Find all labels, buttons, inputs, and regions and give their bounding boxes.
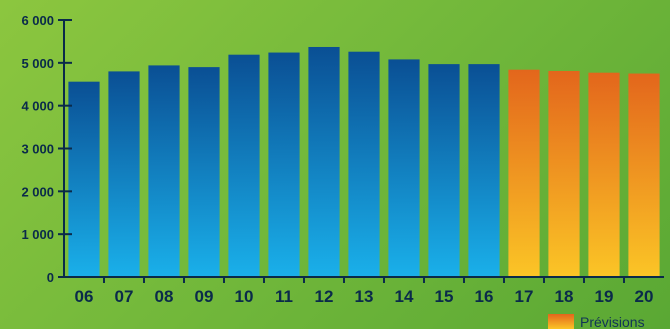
xtick-label-18: 18 — [555, 287, 574, 306]
bar-16 — [468, 64, 500, 278]
bar-19 — [588, 72, 620, 277]
bar-17 — [508, 69, 540, 277]
xtick-label-09: 09 — [195, 287, 214, 306]
ytick-label-0: 0 — [47, 270, 54, 285]
xtick-label-08: 08 — [155, 287, 174, 306]
xtick-label-14: 14 — [395, 287, 414, 306]
bar-07 — [108, 71, 140, 278]
bar-14 — [388, 59, 420, 277]
bars — [68, 46, 660, 278]
xtick-label-13: 13 — [355, 287, 374, 306]
xtick-label-12: 12 — [315, 287, 334, 306]
bar-12 — [308, 46, 340, 278]
xtick-label-11: 11 — [275, 287, 293, 306]
ytick-label-5000: 5 000 — [21, 56, 54, 71]
ytick-label-4000: 4 000 — [21, 99, 54, 114]
xtick-label-07: 07 — [115, 287, 134, 306]
bar-10 — [228, 54, 260, 277]
xtick-label-10: 10 — [235, 287, 254, 306]
bar-20 — [628, 73, 660, 277]
ytick-label-1000: 1 000 — [21, 227, 54, 242]
bar-13 — [348, 51, 380, 278]
ytick-label-6000: 6 000 — [21, 13, 54, 28]
xtick-label-20: 20 — [635, 287, 654, 306]
xtick-label-16: 16 — [475, 287, 494, 306]
bar-08 — [148, 65, 180, 278]
xtick-label-06: 06 — [75, 287, 94, 306]
legend-swatch-previsions — [548, 314, 574, 329]
bar-06 — [68, 81, 100, 278]
ytick-label-3000: 3 000 — [21, 142, 54, 157]
bar-18 — [548, 70, 580, 277]
xtick-label-17: 17 — [515, 287, 534, 306]
bar-11 — [268, 52, 300, 277]
bar-15 — [428, 64, 460, 278]
ytick-label-2000: 2 000 — [21, 184, 54, 199]
legend: Prévisions — [548, 314, 645, 329]
xtick-label-19: 19 — [595, 287, 614, 306]
legend-label-previsions: Prévisions — [580, 314, 645, 329]
xtick-label-15: 15 — [435, 287, 454, 306]
axes: 06 07 08 09 10 11 12 13 14 15 16 17 18 19 20 0 1 000 2 00… — [21, 13, 664, 306]
bar-09 — [188, 67, 220, 278]
